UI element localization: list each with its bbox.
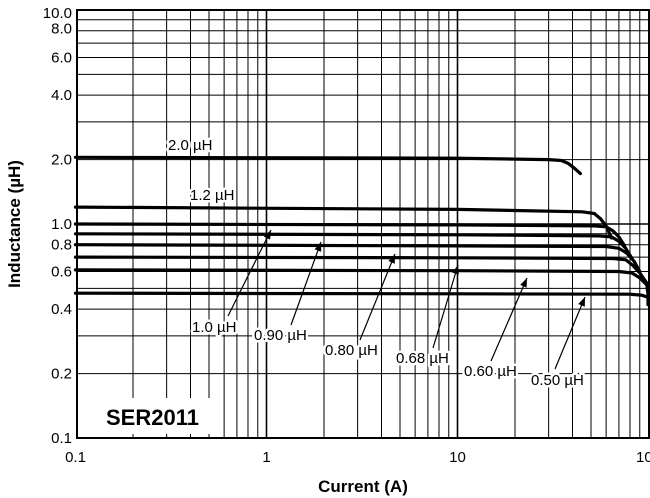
x-tick-label: 0.1 — [65, 449, 86, 466]
label-arrow-line — [555, 297, 585, 369]
y-tick-label: 8.0 — [51, 21, 72, 38]
y-tick-label: 4.0 — [51, 87, 72, 104]
y-tick-label: 2.0 — [51, 152, 72, 169]
x-tick-label: 10 — [449, 449, 466, 466]
curve-label: 1.0 µH — [192, 319, 237, 336]
label-arrow-line — [491, 278, 527, 361]
y-tick-label: 1.0 — [51, 216, 72, 233]
x-tick-label: 1 — [262, 449, 270, 466]
inductance-curve — [76, 270, 649, 294]
label-arrows — [228, 230, 585, 369]
x-axis-title: Current (A) — [318, 477, 408, 496]
x-tick-label: 100 — [636, 449, 650, 466]
label-arrow-line — [291, 242, 321, 325]
label-arrow-head — [578, 297, 585, 307]
inductance-curve — [76, 293, 649, 304]
curve-label: 0.90 µH — [254, 327, 307, 344]
x-tick-labels: 0.1 1 10 100 — [65, 449, 650, 466]
label-arrow-head — [520, 278, 527, 288]
label-arrow-line — [228, 230, 271, 316]
inductance-curves — [76, 157, 649, 304]
y-tick-label: 0.2 — [51, 366, 72, 383]
y-tick-label: 10.0 — [43, 5, 72, 22]
curve-label: 2.0 µH — [168, 137, 213, 154]
y-tick-labels: 10.08.0 6.0 4.0 2.0 1.0 0.8 0.6 0.4 0.2 0.1 — [43, 5, 72, 447]
y-tick-label: 0.4 — [51, 301, 72, 318]
curve-label: 0.80 µH — [325, 342, 378, 359]
y-tick-label: 0.1 — [51, 430, 72, 447]
y-tick-label: 0.8 — [51, 237, 72, 254]
curve-label: 0.50 µH — [531, 372, 584, 389]
part-label: SER2011 — [106, 405, 199, 430]
y-axis-title: Inductance (µH) — [5, 160, 24, 288]
curve-label: 1.2 µH — [190, 187, 235, 204]
curve-label: 0.68 µH — [396, 350, 449, 367]
y-tick-label: 6.0 — [51, 50, 72, 67]
label-arrow-line — [360, 254, 395, 340]
curve-labels: 2.0 µH 1.2 µH 1.0 µH 0.90 µH 0.80 µH 0.68 µH 0… — [168, 137, 584, 389]
curve-label: 0.60 µH — [464, 363, 517, 380]
y-tick-label: 0.6 — [51, 264, 72, 281]
